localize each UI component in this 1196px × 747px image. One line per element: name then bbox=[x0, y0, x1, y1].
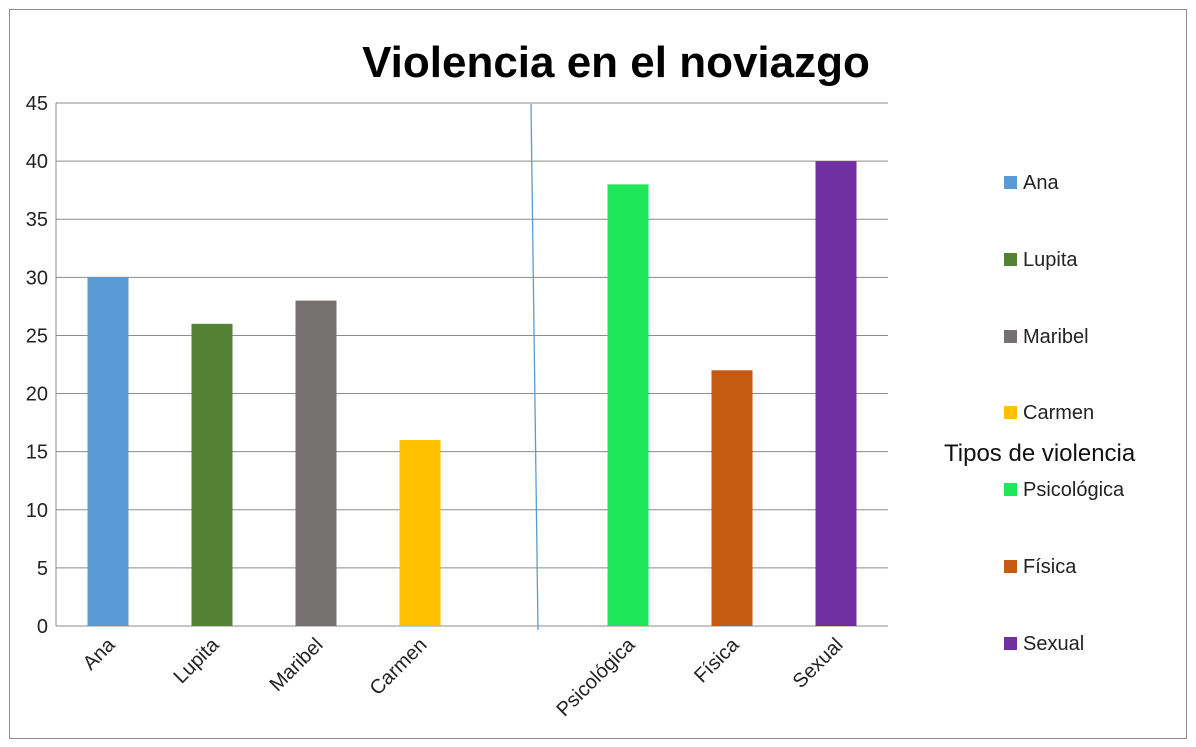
bar-carmen bbox=[399, 440, 441, 626]
x-tick-label: Ana bbox=[79, 633, 120, 674]
legend-label: Física bbox=[1023, 556, 1077, 578]
group-divider-line bbox=[530, 103, 539, 631]
y-tick-label: 0 bbox=[37, 616, 48, 638]
legend-swatch bbox=[1004, 483, 1017, 496]
legend-label: Lupita bbox=[1023, 249, 1078, 271]
chart-title: Violencia en el noviazgo bbox=[362, 38, 870, 87]
bar-lupita bbox=[191, 323, 233, 626]
legend-label: Psicológica bbox=[1023, 479, 1125, 501]
y-tick-label: 35 bbox=[26, 209, 48, 231]
legend-swatch bbox=[1004, 330, 1017, 343]
legend-annotation: Tipos de violencia bbox=[944, 440, 1136, 467]
legend-swatch bbox=[1004, 253, 1017, 266]
legend-swatch bbox=[1004, 406, 1017, 419]
y-tick-label: 15 bbox=[26, 442, 48, 464]
x-tick-label: Lupita bbox=[169, 633, 224, 688]
bar-maribel bbox=[295, 300, 337, 626]
x-tick-label: Maribel bbox=[266, 634, 328, 696]
x-tick-label: Física bbox=[690, 633, 744, 687]
bar-ana bbox=[87, 277, 129, 626]
bar-física bbox=[711, 370, 753, 626]
y-tick-label: 5 bbox=[37, 558, 48, 580]
y-tick-label: 40 bbox=[26, 151, 48, 173]
y-tick-label: 20 bbox=[26, 384, 48, 406]
y-tick-label: 30 bbox=[26, 267, 48, 289]
legend-label: Ana bbox=[1023, 172, 1059, 194]
y-tick-label: 25 bbox=[26, 325, 48, 347]
y-tick-label: 45 bbox=[26, 93, 48, 115]
legend-label: Sexual bbox=[1023, 633, 1084, 655]
legend-swatch bbox=[1004, 176, 1017, 189]
legend-swatch bbox=[1004, 637, 1017, 650]
legend-swatch bbox=[1004, 560, 1017, 573]
y-tick-label: 10 bbox=[26, 500, 48, 522]
legend-label: Maribel bbox=[1023, 326, 1089, 348]
x-tick-label: Carmen bbox=[366, 634, 432, 700]
legend-label: Carmen bbox=[1023, 402, 1094, 424]
bar-psicológica bbox=[607, 184, 649, 626]
x-tick-label: Psicológica bbox=[552, 633, 640, 721]
bar-sexual bbox=[815, 161, 857, 626]
x-tick-label: Sexual bbox=[789, 634, 848, 693]
